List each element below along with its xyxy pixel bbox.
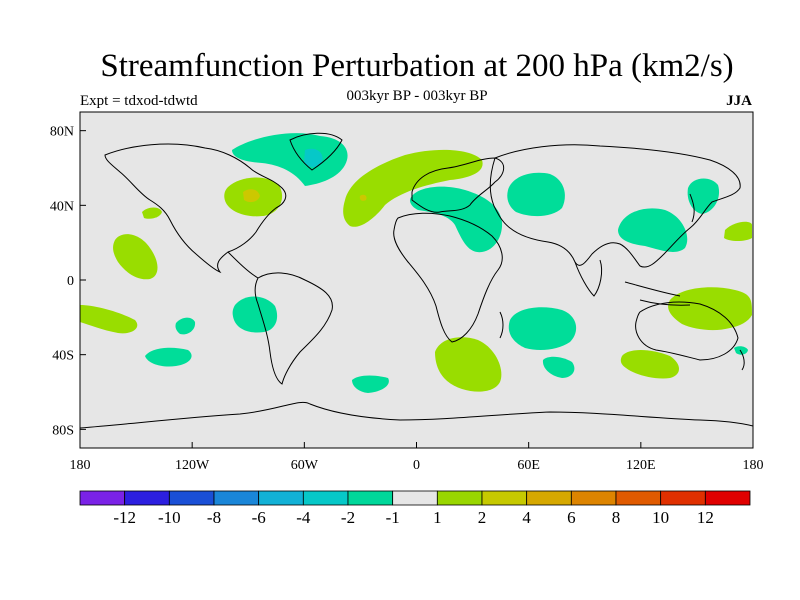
longitude-axis: 180 120W 60W 0 60E 120E 180 <box>70 442 764 473</box>
colorbar-label: -8 <box>207 508 221 527</box>
lat-tick-label: 80S <box>52 423 74 438</box>
coastlines <box>80 132 753 429</box>
colorbar-swatch <box>79 490 126 506</box>
anomaly-region-neg-japan <box>687 178 720 214</box>
anomaly-region-pos-cpacific <box>113 234 158 280</box>
anomaly-region-neg-eastasia <box>618 208 688 252</box>
colorbar-swatch <box>570 490 617 506</box>
colorbar-label: -2 <box>341 508 355 527</box>
colorbar-swatch <box>258 490 304 506</box>
lon-tick-label: 60W <box>291 458 319 473</box>
anomaly-region-pos-wpacific <box>724 221 752 241</box>
experiment-label: Expt = tdxod-tdwtd <box>80 93 198 109</box>
lon-tick-label: 0 <box>413 458 420 473</box>
anomaly-region-neg-greenland-core <box>304 148 323 168</box>
colorbar-label: -1 <box>386 508 400 527</box>
anomaly-region-neg-greenland <box>232 133 348 186</box>
colorbar-swatch <box>392 490 438 506</box>
colorbar-label: 8 <box>612 508 621 527</box>
anomaly-region-pos-safrica <box>435 337 502 392</box>
coast-australia <box>635 301 739 361</box>
anomaly-region-neg-europe <box>410 186 503 253</box>
colorbar-label: 4 <box>522 508 531 527</box>
colorbar-label: 12 <box>697 508 714 527</box>
colorbar-swatch <box>615 490 662 506</box>
colorbar-swatch <box>481 490 528 506</box>
coast-africa <box>393 212 503 343</box>
anomaly-region-neg-tasman <box>734 346 748 355</box>
coast-india <box>574 259 603 297</box>
coast-antarctica <box>80 401 753 429</box>
colorbar-label: -10 <box>158 508 181 527</box>
anomaly-region-neg-indian-small <box>542 356 575 378</box>
anomaly-region-pos-npacific <box>142 207 162 219</box>
anomaly-region-neg-spacific3 <box>145 347 192 367</box>
season-label: JJA <box>726 93 752 109</box>
lat-tick-label: 0 <box>67 274 74 289</box>
anomaly-region-neg-satlantic <box>352 375 389 393</box>
colorbar-swatch <box>704 490 751 506</box>
colorbar-swatch <box>436 490 483 506</box>
coast-indonesia <box>624 281 691 306</box>
colorbar-label: 1 <box>433 508 442 527</box>
colorbar-swatch <box>168 490 215 506</box>
lat-tick-label: 40S <box>52 349 74 364</box>
lon-tick-label: 60E <box>517 458 540 473</box>
anomaly-region-pos-spacific-west <box>80 305 138 334</box>
lon-tick-label: 120E <box>626 458 656 473</box>
lat-tick-label: 40N <box>50 199 74 214</box>
colorbar-label: -4 <box>296 508 311 527</box>
coast-asia <box>489 144 741 268</box>
colorbar-label: 2 <box>478 508 487 527</box>
coast-madagascar <box>499 311 504 339</box>
coast-japan <box>689 193 695 223</box>
anomaly-region-neg-indian <box>508 307 577 350</box>
colorbar-swatch <box>213 490 260 506</box>
colorbar-swatch <box>302 490 349 506</box>
anomaly-region-pos-seindian <box>620 350 679 379</box>
colorbar-swatch <box>526 490 572 506</box>
colorbar-swatch <box>124 490 170 506</box>
anomaly-region-neg-spacific2 <box>175 317 196 335</box>
anomaly-region-neg-spacific1 <box>232 296 278 333</box>
colorbar-label: -6 <box>252 508 266 527</box>
colorbar-swatch <box>660 490 706 506</box>
lat-tick-label: 80N <box>50 125 74 140</box>
map-title: Streamfunction Perturbation at 200 hPa (… <box>100 48 734 84</box>
colorbar-swatch <box>347 490 394 506</box>
colorbar-label: 10 <box>652 508 669 527</box>
coast-europe <box>411 157 505 213</box>
anomaly-region-pos-greatlakes-core <box>243 189 260 203</box>
map-subtitle: 003kyr BP - 003kyr BP <box>346 88 488 104</box>
lon-tick-label: 180 <box>70 458 91 473</box>
coast-north-america <box>104 143 287 274</box>
coast-new-zealand <box>739 349 745 371</box>
coast-greenland <box>289 132 343 171</box>
anomaly-region-pos-atlantic-core <box>359 194 367 201</box>
coast-south-america <box>254 272 333 385</box>
latitude-axis: 80N 40N 0 40S 80S <box>50 125 86 438</box>
lon-tick-label: 180 <box>743 458 764 473</box>
anomaly-region-pos-australia <box>668 287 752 331</box>
lon-tick-label: 120W <box>175 458 210 473</box>
coast-central-america <box>227 251 259 279</box>
colorbar-label: 6 <box>567 508 576 527</box>
colorbar-label: -12 <box>113 508 136 527</box>
anomaly-region-neg-siberia <box>507 172 565 217</box>
